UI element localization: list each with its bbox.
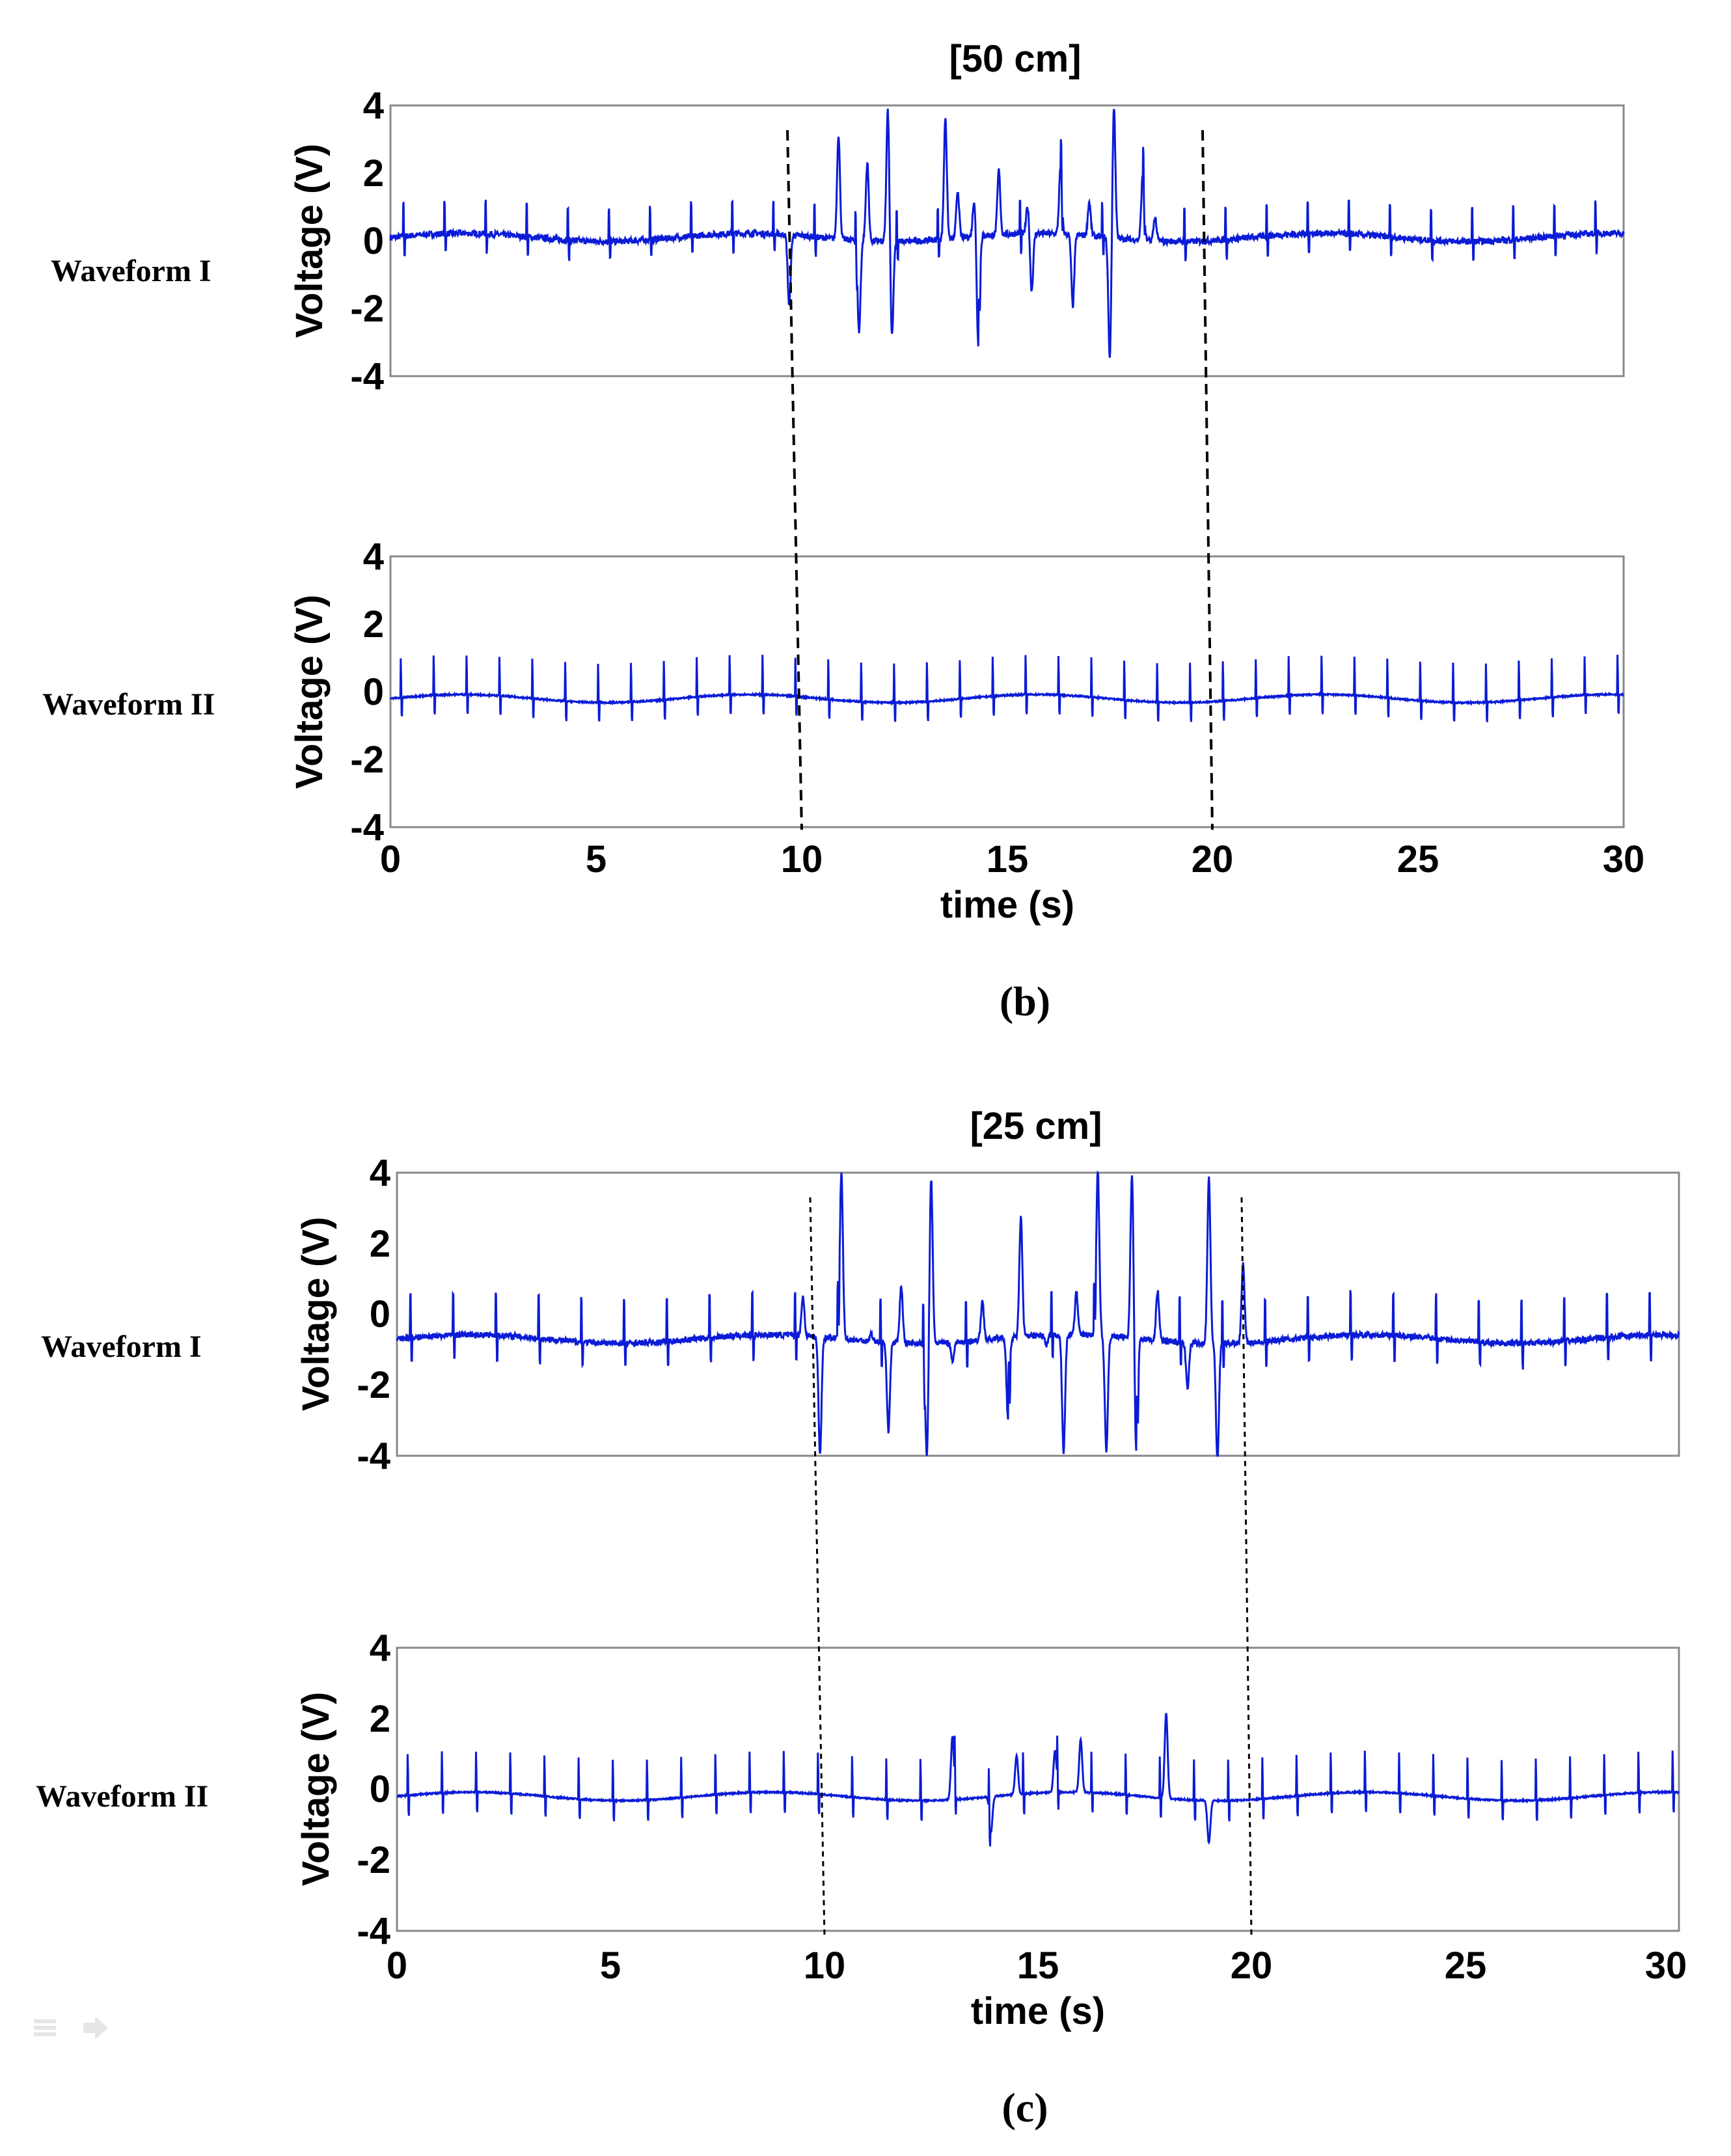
panel-b-waveform-2-axes-box: [389, 555, 1625, 828]
y-tick-label: -4: [350, 355, 384, 398]
panel-b-waveform-2-plot: Waveform II Voltage (V) 4 2 0 -2 -4 0 5 …: [42, 536, 1644, 926]
y-tick-label: -2: [357, 1364, 390, 1406]
panel-b-waveform-2-trace: [389, 654, 1624, 722]
x-tick-label: 5: [600, 1944, 621, 1987]
panel-c-event-start-marker: [809, 1197, 826, 1937]
panel-b-waveform-1-ylabel: Voltage (V): [288, 144, 331, 338]
y-tick-label: -2: [350, 739, 384, 781]
x-tick-label: 5: [586, 838, 607, 880]
toolbar-icons: [34, 2016, 108, 2040]
y-tick-label: 2: [370, 1698, 390, 1740]
arrow-right-icon[interactable]: [83, 2016, 108, 2040]
y-tick-label: 2: [363, 603, 384, 646]
panel-b-waveform-1-plot: Waveform I Voltage (V) 4 2 0 -2 -4: [51, 85, 1625, 398]
panel-b-caption: (b): [1000, 978, 1050, 1024]
panel-b-event-start-marker: [786, 130, 803, 830]
panel-b-waveform-2-yticks: 4 2 0 -2 -4: [350, 536, 384, 849]
panel-c-waveform-2-ylabel: Voltage (V): [295, 1692, 337, 1887]
panel-b: [50 cm] Waveform I Voltage (V) 4 2 0 -2 …: [42, 38, 1644, 1024]
x-tick-label: 15: [1017, 1944, 1059, 1987]
menu-icon[interactable]: [34, 2019, 56, 2023]
panel-b-event-end-marker: [1201, 130, 1214, 830]
panel-c-waveform-1-yticks: 4 2 0 -2 -4: [357, 1152, 390, 1477]
y-tick-label: 0: [363, 671, 384, 713]
panel-b-xlabel: time (s): [940, 884, 1074, 926]
y-tick-label: 4: [370, 1627, 390, 1669]
panel-c-waveform-2-trace: [396, 1713, 1680, 1847]
y-tick-label: 4: [370, 1152, 390, 1194]
x-tick-label: 0: [380, 838, 401, 880]
x-tick-label: 20: [1231, 1944, 1273, 1987]
y-tick-label: 0: [370, 1293, 390, 1335]
panel-c-waveform-1-trace: [396, 1170, 1680, 1457]
x-tick-label: 15: [987, 838, 1029, 880]
panel-c-waveform-2-axes-box: [396, 1646, 1680, 1932]
panel-c-waveform-1-ylabel: Voltage (V): [295, 1217, 337, 1412]
panel-c-waveform-1-plot: Waveform I Voltage (V) 4 2 0 -2 -4: [41, 1152, 1680, 1477]
panel-c-waveform-1-label: Waveform I: [41, 1330, 202, 1364]
x-tick-label: 25: [1397, 838, 1439, 880]
panel-b-waveform-1-yticks: 4 2 0 -2 -4: [350, 85, 384, 398]
panel-c-waveform-2-yticks: 4 2 0 -2 -4: [357, 1627, 390, 1952]
menu-icon-bar: [34, 2032, 56, 2036]
x-tick-label: 10: [781, 838, 823, 880]
panel-c-title: [25 cm]: [970, 1105, 1102, 1147]
y-tick-label: -2: [350, 288, 384, 330]
x-tick-label: 10: [804, 1944, 846, 1987]
x-tick-label: 20: [1192, 838, 1234, 880]
panel-c-waveform-1-axes-box: [396, 1171, 1680, 1457]
panel-b-waveform-1-trace: [389, 108, 1625, 358]
panel-c-waveform-2-plot: Waveform II Voltage (V) 4 2 0 -2 -4 0 5 …: [36, 1627, 1687, 2032]
y-tick-label: 0: [363, 220, 384, 262]
panel-b-waveform-1-label: Waveform I: [51, 254, 211, 288]
x-tick-label: 0: [387, 1944, 407, 1987]
x-tick-label: 25: [1445, 1944, 1487, 1987]
panel-b-waveform-1-axes-box: [389, 104, 1625, 377]
panel-c-xticks: 0 5 10 15 20 25 30: [387, 1944, 1687, 1987]
x-tick-label: 30: [1645, 1944, 1687, 1987]
y-tick-label: -4: [357, 1910, 390, 1952]
y-tick-label: -4: [350, 806, 384, 849]
y-tick-label: 2: [363, 152, 384, 195]
panel-b-xticks: 0 5 10 15 20 25 30: [380, 838, 1644, 880]
panel-b-waveform-2-ylabel: Voltage (V): [288, 595, 331, 789]
x-tick-label: 30: [1603, 838, 1645, 880]
panel-c-waveform-2-label: Waveform II: [36, 1779, 208, 1814]
y-tick-label: 2: [370, 1223, 390, 1265]
panel-c-xlabel: time (s): [971, 1990, 1105, 2032]
panel-b-title: [50 cm]: [949, 38, 1081, 80]
y-tick-label: 4: [363, 85, 384, 127]
menu-icon-bar: [34, 2026, 56, 2030]
panel-c: [25 cm] Waveform I Voltage (V) 4 2 0 -2 …: [34, 1105, 1687, 2131]
y-tick-label: 4: [363, 536, 384, 578]
panel-b-waveform-2-label: Waveform II: [42, 687, 215, 722]
y-tick-label: 0: [370, 1768, 390, 1810]
y-tick-label: -4: [357, 1435, 390, 1477]
panel-c-event-end-marker: [1240, 1197, 1253, 1937]
y-tick-label: -2: [357, 1839, 390, 1881]
panel-c-caption: (c): [1002, 2084, 1048, 2131]
